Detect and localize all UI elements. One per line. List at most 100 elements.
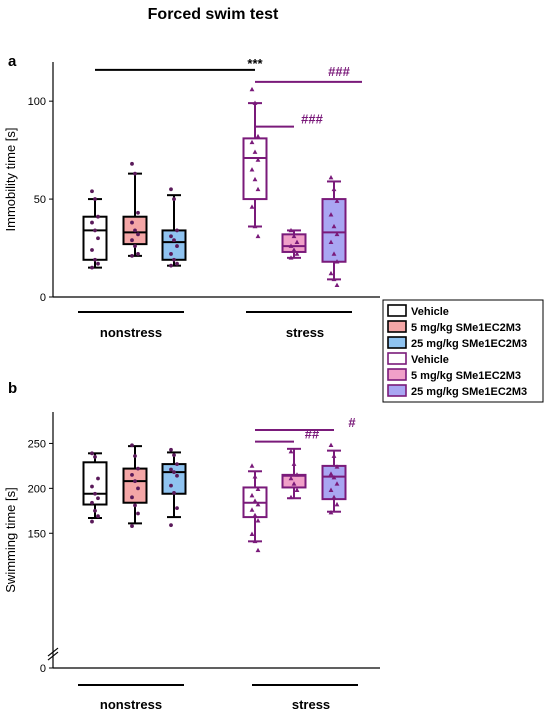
legend-label: Vehicle (411, 354, 449, 366)
legend-swatch (387, 336, 407, 349)
significance-label: # (348, 415, 356, 430)
y-tick-label: 0 (40, 663, 46, 675)
data-point (130, 472, 134, 477)
y-tick-label: 200 (28, 483, 46, 495)
data-point (130, 253, 134, 258)
data-point (291, 461, 297, 466)
data-point (136, 466, 140, 471)
data-point (175, 462, 179, 466)
data-point (93, 508, 97, 513)
data-point (328, 239, 334, 244)
data-point (249, 507, 255, 512)
data-point (288, 227, 294, 233)
legend-label: 25 mg/kg SMe1EC2M3 (411, 386, 527, 398)
data-point (291, 233, 297, 239)
data-point (288, 494, 294, 500)
legend-label: 25 mg/kg SMe1EC2M3 (411, 338, 527, 350)
data-point (249, 139, 255, 145)
data-point (130, 161, 134, 166)
data-point (130, 495, 134, 500)
data-point (90, 248, 94, 252)
box-nonstress-2 (161, 187, 187, 268)
group-label-nonstress: nonstress (100, 697, 162, 712)
box-stress-4 (281, 227, 307, 260)
panel-b-chart: 0 150 200 250 Swimming time [s] nonstress stre… (3, 412, 380, 712)
data-point (255, 133, 261, 139)
box-stress-5 (321, 174, 347, 288)
panel-b-label: b (8, 380, 17, 397)
data-point (291, 481, 297, 486)
data-point (172, 470, 176, 475)
data-point (328, 471, 334, 476)
significance-annotation: ## (255, 427, 320, 443)
data-point (93, 228, 97, 233)
data-point (172, 453, 176, 458)
data-point (331, 251, 337, 256)
data-point (255, 186, 261, 192)
box-nonstress-1 (122, 161, 148, 258)
data-point (175, 506, 179, 511)
data-point (255, 233, 261, 239)
data-point (288, 448, 294, 454)
data-point (334, 259, 340, 264)
data-point (328, 442, 334, 448)
data-point (169, 467, 173, 472)
data-point (90, 484, 94, 489)
data-point (130, 220, 134, 225)
data-point (130, 238, 134, 243)
box-stress-5 (321, 442, 347, 515)
legend-swatch (387, 384, 407, 397)
data-point (334, 282, 340, 288)
data-point (328, 270, 334, 276)
data-point (169, 252, 173, 256)
significance-label: ## (305, 427, 320, 442)
data-point (90, 265, 94, 270)
data-point (169, 447, 173, 452)
data-point (96, 496, 100, 501)
legend-label: Vehicle (411, 306, 449, 318)
data-point (255, 486, 261, 492)
significance-label: *** (247, 56, 263, 71)
data-point (136, 511, 140, 516)
data-point (331, 186, 337, 192)
y-tick-label: 0 (40, 292, 46, 304)
box-iqr (82, 461, 108, 506)
data-point (172, 197, 176, 201)
data-point (249, 167, 255, 172)
box-iqr (321, 464, 347, 501)
box-iqr (82, 215, 108, 261)
significance-annotation: # (255, 415, 356, 431)
data-point (255, 547, 261, 553)
data-point (255, 518, 261, 523)
box-nonstress-2 (161, 447, 187, 528)
legend-box (382, 299, 544, 403)
y-tick-label: 100 (28, 96, 46, 108)
data-point (90, 500, 94, 505)
significance-annotation: *** (95, 56, 264, 71)
box-iqr (161, 229, 187, 261)
data-point (252, 223, 258, 229)
data-point (328, 212, 334, 217)
significance-annotation: ### (255, 112, 324, 128)
figure-title: Forced swim test (148, 6, 279, 23)
data-point (288, 475, 294, 481)
box-nonstress-1 (122, 443, 148, 528)
data-point (294, 251, 300, 256)
data-point (294, 239, 300, 244)
y-tick-label: 250 (28, 438, 46, 450)
data-point (255, 501, 261, 507)
data-point (90, 451, 94, 456)
legend-label: 5 mg/kg SMe1EC2M3 (411, 322, 521, 334)
legend-swatch (387, 304, 407, 317)
data-point (130, 524, 134, 528)
axis-break-mark (47, 647, 59, 657)
data-point (169, 483, 173, 488)
data-point (252, 538, 258, 544)
significance-annotation: ### (255, 64, 362, 83)
data-point (90, 189, 94, 194)
data-point (334, 481, 340, 486)
data-point (328, 510, 334, 515)
data-point (294, 472, 300, 477)
data-point (133, 244, 137, 248)
data-point (130, 443, 134, 448)
